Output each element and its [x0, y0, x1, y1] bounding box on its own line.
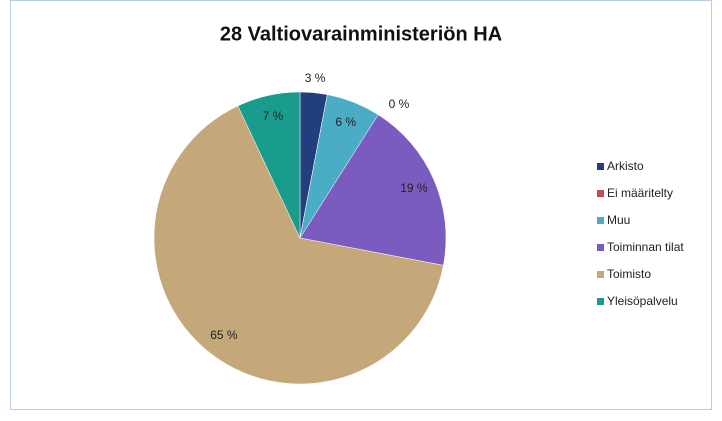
legend-label: Toimisto	[607, 267, 651, 281]
data-label: 19 %	[400, 181, 428, 195]
legend-label: Muu	[607, 213, 630, 227]
legend-swatch	[597, 163, 604, 170]
legend-label: Yleisöpalvelu	[607, 294, 678, 308]
data-label: 0 %	[389, 97, 410, 111]
data-label: 65 %	[210, 328, 238, 342]
pie-slice	[237, 91, 301, 239]
data-label: 6 %	[335, 115, 356, 129]
legend-swatch	[597, 244, 604, 251]
data-label: 7 %	[263, 109, 284, 123]
legend-label: Ei määritelty	[607, 186, 673, 200]
chart-title: 28 Valtiovarainministeriön HA	[220, 23, 502, 45]
legend-swatch	[597, 190, 604, 197]
legend-swatch	[597, 298, 604, 305]
legend-swatch	[597, 271, 604, 278]
data-label: 3 %	[305, 71, 326, 85]
legend-label: Arkisto	[607, 159, 644, 173]
legend-swatch	[597, 217, 604, 224]
pie-slice	[153, 105, 444, 385]
legend-label: Toiminnan tilat	[607, 240, 684, 254]
pie-slice	[299, 114, 447, 266]
